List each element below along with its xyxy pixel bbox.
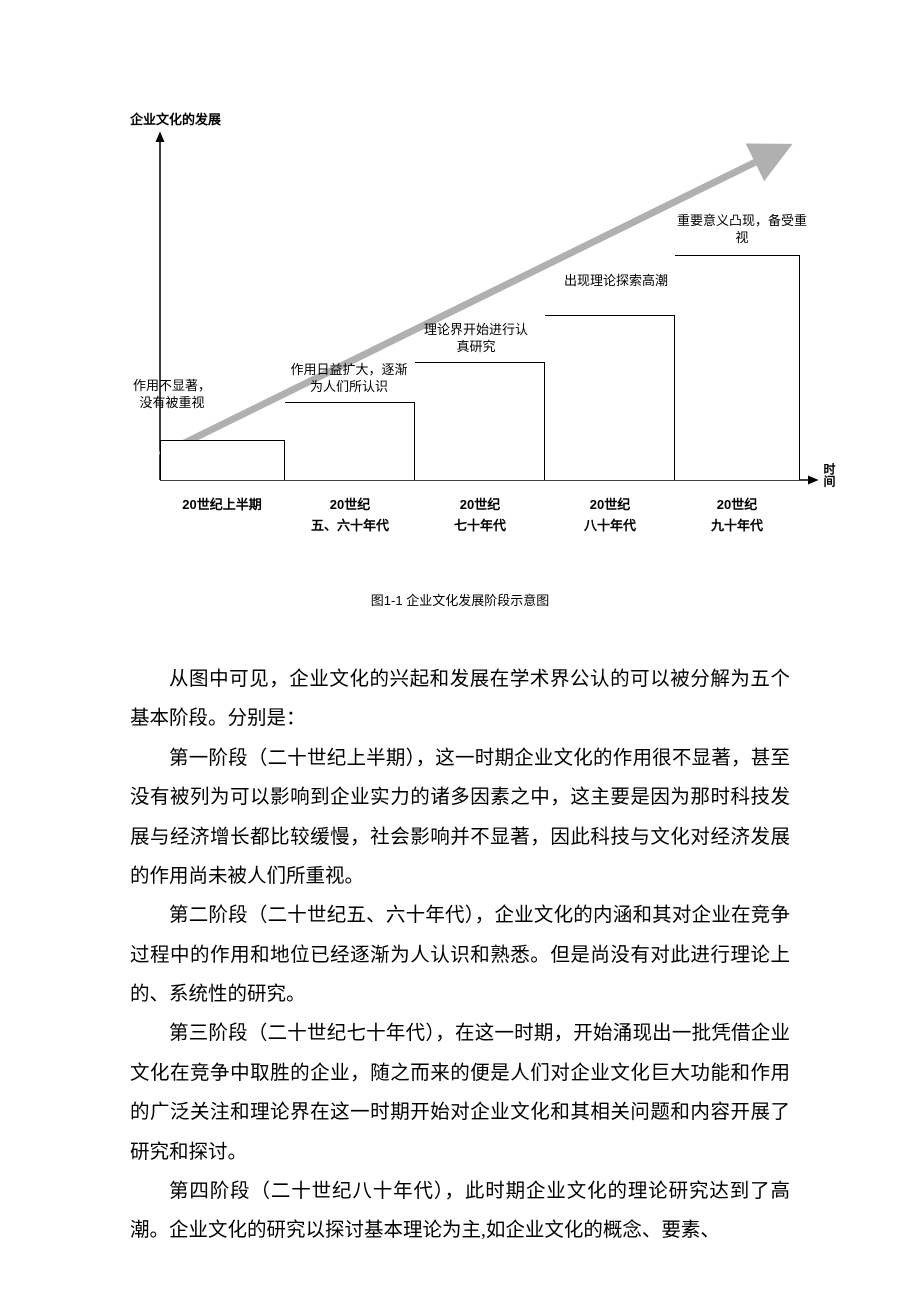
x-tick-2: 20世纪七十年代: [425, 495, 535, 537]
x-tick-0: 20世纪上半期: [167, 495, 277, 516]
x-axis-label: 时间: [821, 463, 838, 487]
step-label-3: 出现理论探索高潮: [561, 273, 671, 290]
paragraph-1: 第一阶段（二十世纪上半期），这一时期企业文化的作用很不显著，甚至没有被列为可以影…: [130, 739, 790, 897]
step-label-1: 作用日益扩大，逐渐为人们所认识: [285, 362, 413, 396]
chart-caption: 图1-1 企业文化发展阶段示意图: [0, 590, 920, 609]
step-bar-4: [675, 255, 800, 480]
step-label-2: 理论界开始进行认真研究: [421, 322, 531, 356]
paragraph-0: 从图中可见，企业文化的兴起和发展在学术界公认的可以被分解为五个基本阶段。分别是：: [130, 660, 790, 739]
paragraph-3: 第三阶段（二十世纪七十年代），在这一时期，开始涌现出一批凭借企业文化在竞争中取胜…: [130, 1014, 790, 1172]
x-tick-3: 20世纪八十年代: [555, 495, 665, 537]
paragraph-4: 第四阶段（二十世纪八十年代），此时期企业文化的理论研究达到了高潮。企业文化的研究…: [130, 1172, 790, 1251]
body-text: 从图中可见，企业文化的兴起和发展在学术界公认的可以被分解为五个基本阶段。分别是：…: [130, 660, 790, 1251]
chart-container: 企业文化的发展 作用不显著，没有被重视作用日益扩大，逐渐为人们所认识理论界开始进…: [115, 115, 835, 545]
step-bar-1: [285, 402, 415, 480]
x-tick-1: 20世纪五、六十年代: [295, 495, 405, 537]
step-bar-3: [545, 315, 675, 480]
step-bar-2: [415, 362, 545, 480]
x-tick-4: 20世纪九十年代: [682, 495, 792, 537]
paragraph-2: 第二阶段（二十世纪五、六十年代），企业文化的内涵和其对企业在竞争过程中的作用和地…: [130, 896, 790, 1014]
step-bar-0: [160, 440, 285, 480]
step-label-4: 重要意义凸现，备受重视: [677, 213, 807, 247]
step-label-0: 作用不显著，没有被重视: [132, 378, 212, 412]
